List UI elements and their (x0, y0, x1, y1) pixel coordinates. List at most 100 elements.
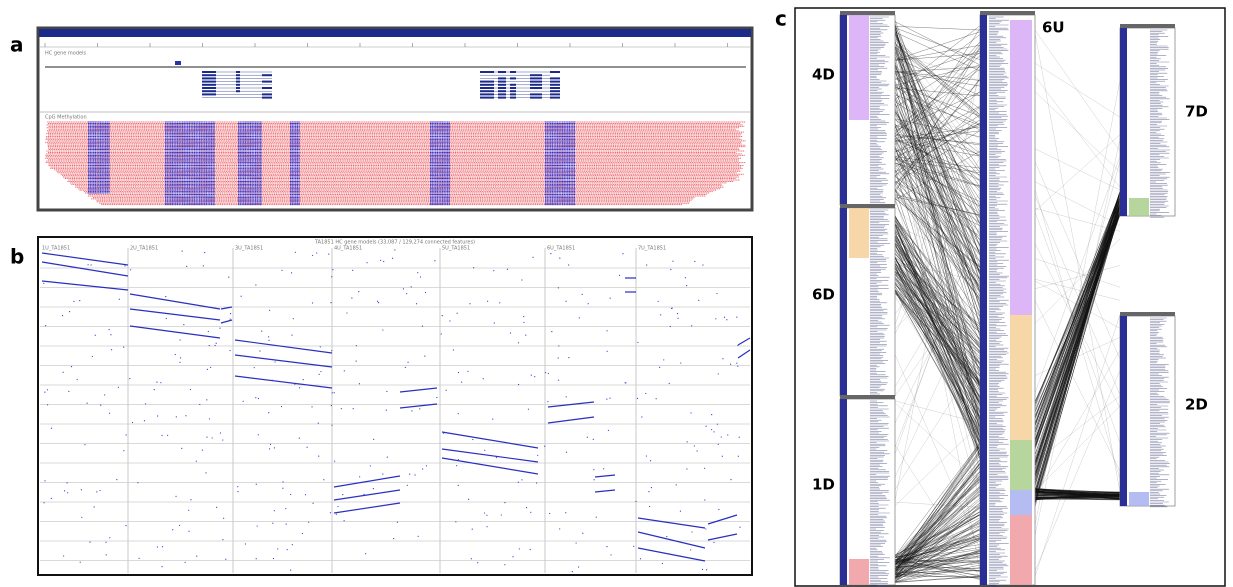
dot (188, 531, 189, 532)
dot (610, 298, 611, 299)
dot (228, 277, 229, 278)
exon (550, 84, 560, 86)
dot (165, 296, 166, 297)
region (849, 208, 869, 258)
dot (179, 525, 180, 526)
dot (551, 331, 552, 332)
chromosome-label: 6U (1042, 19, 1065, 37)
dot (80, 562, 81, 563)
dot (697, 450, 698, 451)
dot (521, 279, 522, 280)
dot (670, 326, 671, 327)
dot (281, 406, 282, 407)
dot (365, 553, 366, 554)
dot (209, 418, 210, 419)
dot (63, 372, 64, 373)
dot (582, 533, 583, 534)
chromosome-label: 4D (812, 66, 835, 84)
dot (331, 425, 332, 426)
dot (637, 342, 638, 343)
dot (81, 489, 82, 490)
dot (43, 283, 44, 284)
dot (287, 549, 288, 550)
dot (456, 465, 457, 466)
dot (353, 408, 354, 409)
column-label: 3U_TA1851 (235, 246, 263, 252)
dot (216, 507, 217, 508)
dot (536, 482, 537, 483)
dot (67, 482, 68, 483)
dot (558, 380, 559, 381)
dot (549, 513, 550, 514)
dot (157, 415, 158, 416)
dot (484, 450, 485, 451)
dot (318, 423, 319, 424)
dot (718, 373, 719, 374)
dot (702, 569, 703, 570)
dot (510, 332, 511, 333)
dot (518, 482, 519, 483)
dot (406, 293, 407, 294)
dot (89, 541, 90, 542)
dot (449, 320, 450, 321)
column-label: 5U_TA1851 (442, 246, 470, 252)
dot (537, 455, 538, 456)
dot (414, 474, 415, 475)
dot (526, 507, 527, 508)
dot (694, 261, 695, 262)
dot (458, 372, 459, 373)
dot (109, 329, 110, 330)
dot (670, 269, 671, 270)
dot (291, 272, 292, 273)
dot (96, 491, 97, 492)
dot (196, 461, 197, 462)
region (1010, 490, 1032, 515)
dot (291, 334, 292, 335)
dot (660, 314, 661, 315)
dot (711, 414, 712, 415)
dot (293, 318, 294, 319)
exon (550, 81, 560, 83)
chromosome-label: 6D (812, 286, 835, 304)
dot (312, 302, 313, 303)
dot (277, 548, 278, 549)
region (1010, 515, 1032, 585)
dot (111, 349, 112, 350)
dot (394, 249, 395, 250)
dot (319, 374, 320, 375)
dot (594, 479, 595, 480)
dot (105, 542, 106, 543)
dot (739, 527, 740, 528)
dot (737, 345, 738, 346)
dot (162, 546, 163, 547)
dot (290, 570, 291, 571)
dot (351, 297, 352, 298)
dot (303, 379, 304, 380)
dot (483, 378, 484, 379)
dot (494, 322, 495, 323)
dot (691, 325, 692, 326)
dot (86, 402, 87, 403)
figure: a HC gene models CpG Methylation b TA185… (0, 0, 1233, 587)
dot (125, 525, 126, 526)
dot (206, 399, 207, 400)
dot (81, 517, 82, 518)
dot (205, 472, 206, 473)
dot (342, 494, 343, 495)
dot (525, 335, 526, 336)
dot (545, 372, 546, 373)
dot (486, 515, 487, 516)
dot (587, 437, 588, 438)
dot (43, 502, 44, 503)
dot (558, 287, 559, 288)
column-label: 1U_TA1851 (42, 246, 70, 252)
dot (512, 556, 513, 557)
exon (550, 90, 560, 92)
dot (608, 430, 609, 431)
dot (312, 255, 313, 256)
dot (330, 512, 331, 513)
dot (258, 434, 259, 435)
dot (419, 408, 420, 409)
dot (268, 412, 269, 413)
dot (392, 258, 393, 259)
